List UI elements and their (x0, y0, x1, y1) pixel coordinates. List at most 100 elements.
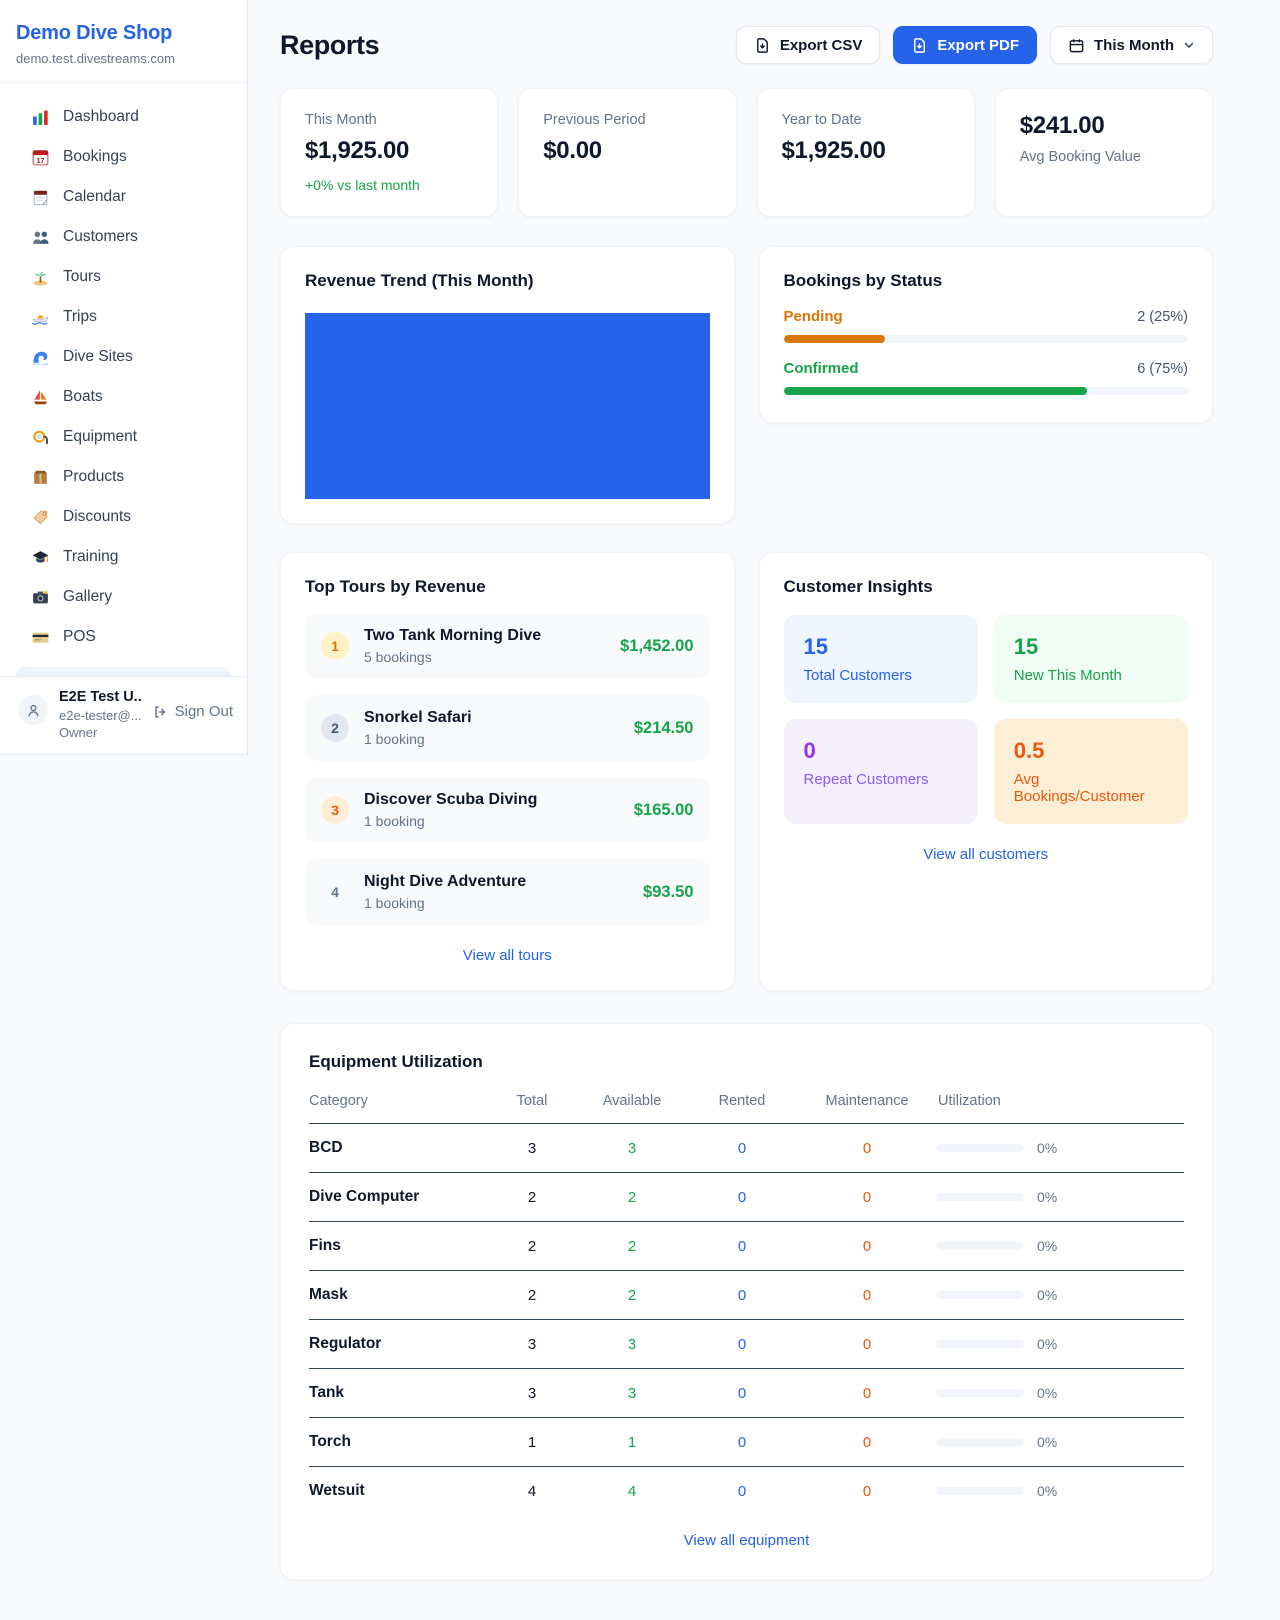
cell-total: 3 (486, 1319, 578, 1369)
chevron-down-icon (1184, 42, 1194, 48)
cell-category: Tank (309, 1368, 486, 1418)
column-header: Category (309, 1093, 486, 1124)
svg-text:17: 17 (36, 157, 44, 164)
status-label: Confirmed (783, 360, 859, 377)
export-csv-button[interactable]: Export CSV (735, 26, 881, 64)
bar-chart-icon (30, 107, 50, 127)
charts-row: Revenue Trend (This Month) Bookings by S… (280, 246, 1213, 524)
brand: Demo Dive Shop demo.test.divestreams.com (0, 0, 247, 83)
people-icon (30, 227, 50, 247)
utilization-bar (936, 1340, 1024, 1348)
wave-icon (30, 347, 50, 367)
cell-category: BCD (309, 1123, 486, 1173)
tour-name: Discover Scuba Diving (364, 791, 538, 808)
dive-mask-icon (30, 427, 50, 447)
customer-insights-card: Customer Insights 15 Total Customers 15 … (758, 552, 1213, 991)
tile-label: Avg Bookings/Customer (1013, 771, 1145, 805)
table-row: Mask 2 2 0 0 0% (309, 1270, 1184, 1320)
page-title: Reports (280, 29, 380, 60)
stat-value: $0.00 (543, 137, 602, 164)
sidebar-item-discounts[interactable]: Discounts (12, 497, 235, 537)
sidebar-item-label: Training (63, 548, 119, 565)
cell-maintenance: 0 (798, 1417, 936, 1467)
cell-maintenance: 0 (798, 1172, 936, 1222)
sidebar-item-tours[interactable]: Tours (12, 257, 235, 297)
stat-card-year-to-date: Year to Date $1,925.00 (756, 88, 975, 217)
sidebar-item-equipment[interactable]: Equipment (12, 417, 235, 457)
stat-card-previous-period: Previous Period $0.00 (518, 88, 737, 217)
sidebar-item-label: Dashboard (63, 108, 139, 125)
file-download-icon (914, 37, 926, 53)
tile-value: 15 (803, 634, 828, 659)
rank-badge: 4 (331, 884, 339, 900)
tile-total-customers: 15 Total Customers (783, 615, 978, 703)
user-info: E2E Test U... e2e-tester@... Owner (59, 689, 141, 740)
cell-total: 3 (486, 1123, 578, 1173)
tour-row: 4 Night Dive Adventure 1 booking $93.50 (305, 859, 710, 925)
cell-category: Mask (309, 1270, 486, 1320)
tile-avg-bookings-customer: 0.5 Avg Bookings/Customer (993, 719, 1188, 824)
sign-out-button[interactable]: Sign Out (152, 703, 233, 720)
sidebar-item-pos[interactable]: POS (12, 617, 235, 657)
view-all-tours-link[interactable]: View all tours (305, 947, 710, 964)
calendar-date-icon: 17 (30, 147, 50, 167)
sidebar-item-products[interactable]: Products (12, 457, 235, 497)
tour-revenue: $214.50 (633, 718, 694, 737)
sidebar-item-bookings[interactable]: 17 Bookings (12, 137, 235, 177)
rank-badge: 2 (321, 714, 349, 742)
cell-category: Regulator (309, 1319, 486, 1369)
cell-available: 3 (578, 1123, 686, 1173)
tile-value: 15 (1013, 634, 1039, 659)
utilization-bar (936, 1389, 1024, 1397)
notepad-icon (30, 187, 50, 207)
rank-badge: 3 (321, 796, 349, 824)
view-all-equipment-link[interactable]: View all equipment (309, 1532, 1184, 1549)
status-bar-fill (783, 335, 885, 343)
tour-name: Two Tank Morning Dive (364, 627, 542, 644)
sidebar-item-label: Bookings (63, 148, 127, 165)
camera-icon (30, 587, 50, 607)
sidebar-nav: Dashboard 17 Bookings Calendar Customers… (0, 83, 247, 676)
stat-card-avg-booking-value: $241.00 Avg Booking Value (994, 88, 1213, 217)
tour-revenue: $1,452.00 (620, 636, 694, 655)
rank-badge: 1 (321, 632, 349, 660)
cell-total: 1 (486, 1417, 578, 1467)
cell-rented: 0 (686, 1270, 798, 1320)
column-header: Utilization (936, 1093, 1184, 1124)
column-header: Rented (686, 1093, 798, 1124)
utilization-bar (936, 1291, 1024, 1299)
utilization-bar (936, 1242, 1024, 1250)
sidebar-item-dive-sites[interactable]: Dive Sites (12, 337, 235, 377)
export-pdf-button[interactable]: Export PDF (893, 26, 1038, 64)
cell-total: 3 (486, 1368, 578, 1418)
equipment-utilization-card: Equipment Utilization Category Total Ava… (280, 1023, 1213, 1580)
cell-available: 4 (627, 1482, 637, 1500)
sidebar-item-boats[interactable]: Boats (12, 377, 235, 417)
utilization-percent: 0% (1037, 1483, 1058, 1499)
cell-rented: 0 (686, 1221, 798, 1271)
tile-new-this-month: 15 New This Month (993, 615, 1188, 703)
tour-bookings: 5 bookings (364, 649, 432, 665)
utilization-bar (936, 1487, 1024, 1495)
sign-out-label: Sign Out (174, 703, 233, 720)
sidebar-item-dashboard[interactable]: Dashboard (12, 97, 235, 137)
box-icon (30, 467, 50, 487)
cell-rented: 0 (686, 1172, 798, 1222)
tile-value: 0 (803, 738, 816, 763)
view-all-customers-link[interactable]: View all customers (784, 846, 1189, 863)
sidebar-item-customers[interactable]: Customers (12, 217, 235, 257)
sidebar-item-reports-active-partial[interactable] (16, 667, 231, 676)
sidebar-item-calendar[interactable]: Calendar (12, 177, 235, 217)
cell-rented: 0 (686, 1123, 798, 1173)
tour-revenue: $165.00 (633, 800, 694, 819)
shop-name: Demo Dive Shop (16, 22, 173, 44)
page-header: Reports Export CSV Export PDF This Month (280, 26, 1213, 64)
sidebar-item-trips[interactable]: Trips (12, 297, 235, 337)
sidebar-item-training[interactable]: Training (12, 537, 235, 577)
period-select[interactable]: This Month (1050, 26, 1213, 64)
status-item-confirmed: Confirmed 6 (75%) (783, 360, 1188, 395)
utilization-percent: 0% (1037, 1189, 1058, 1205)
export-pdf-label: Export PDF (937, 36, 1020, 54)
utilization-percent: 0% (1037, 1238, 1058, 1254)
sidebar-item-gallery[interactable]: Gallery (12, 577, 235, 617)
